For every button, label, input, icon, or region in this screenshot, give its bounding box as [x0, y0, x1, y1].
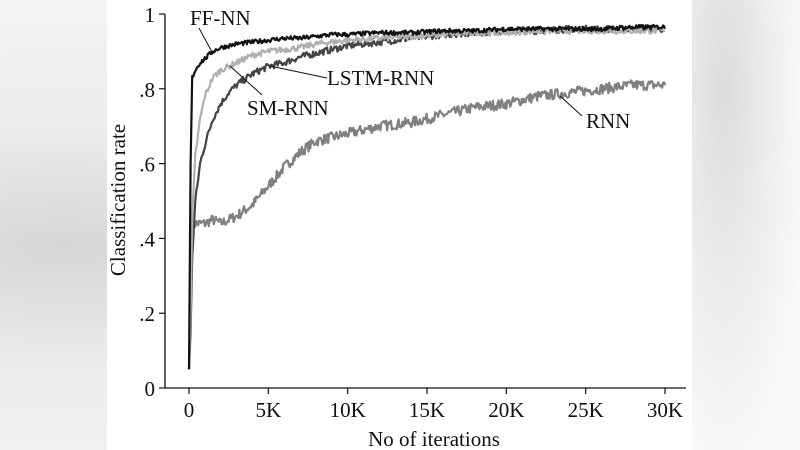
- y-tick-label: 1: [145, 3, 156, 27]
- annotation-lstm-rnn: LSTM-RNN: [269, 65, 434, 90]
- series-line-ff-nn: [187, 23, 666, 370]
- y-ticks: 0 .2 .4 .6 .8 1: [139, 3, 165, 401]
- series-line-sm-rnn: [187, 26, 666, 370]
- x-tick-label: 5K: [255, 398, 281, 422]
- x-tick-label: 20K: [488, 398, 524, 422]
- series-layer: [187, 23, 667, 370]
- label-rnn: RNN: [586, 109, 630, 133]
- x-ticks: 0 5K 10K 15K 20K 25K 30K: [184, 388, 683, 422]
- label-sm-rnn: SM-RNN: [247, 96, 329, 120]
- annotation-ff-nn: FF-NN: [190, 6, 251, 53]
- y-axis-title: Classification rate: [106, 124, 130, 276]
- x-tick-label: 15K: [409, 398, 445, 422]
- x-axis-title: No of iterations: [368, 427, 500, 450]
- series-line-rnn: [187, 79, 667, 370]
- label-lstm-rnn: LSTM-RNN: [327, 66, 434, 90]
- x-tick-label: 25K: [568, 398, 604, 422]
- y-tick-label: 0: [145, 377, 156, 401]
- background-right: [692, 0, 800, 450]
- y-tick-label: .8: [139, 78, 155, 102]
- annotation-rnn: RNN: [559, 95, 630, 133]
- y-tick-label: .6: [139, 153, 155, 177]
- y-tick-label: .2: [139, 302, 155, 326]
- x-tick-label: 30K: [647, 398, 683, 422]
- x-tick-label: 0: [184, 398, 195, 422]
- annotation-sm-rnn: SM-RNN: [229, 65, 329, 120]
- y-tick-label: .4: [139, 227, 155, 251]
- label-ff-nn: FF-NN: [190, 6, 251, 30]
- x-tick-label: 10K: [330, 398, 366, 422]
